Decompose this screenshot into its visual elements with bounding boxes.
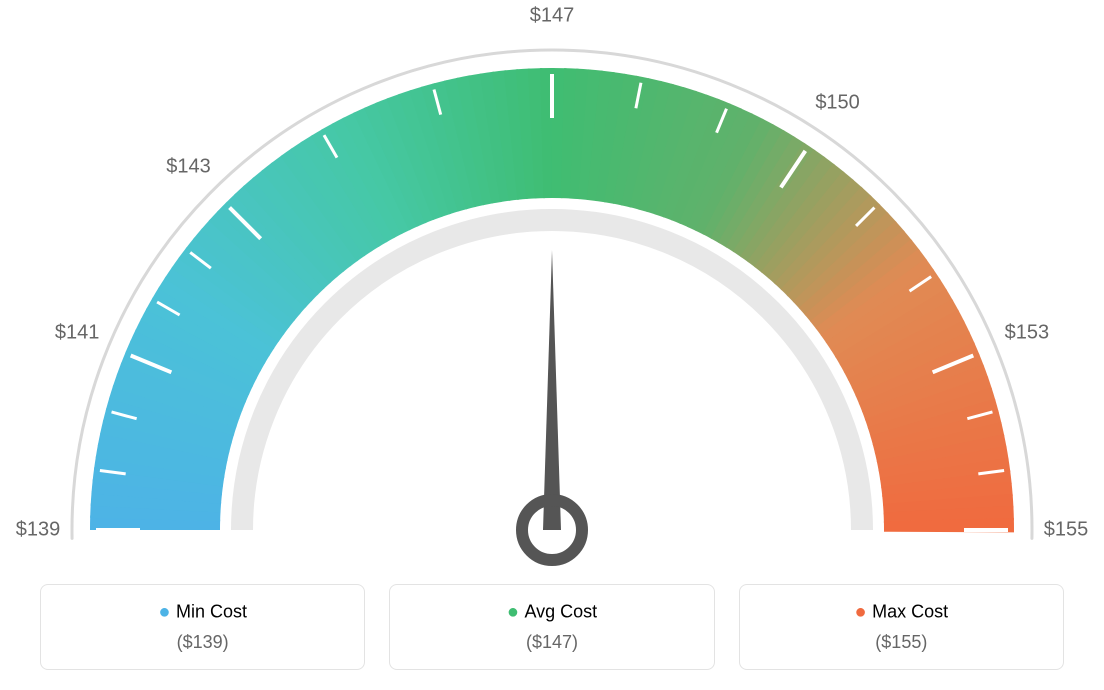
legend-title-text: Avg Cost bbox=[524, 601, 597, 621]
legend-card-min: ● Min Cost ($139) bbox=[40, 584, 365, 670]
gauge-svg bbox=[0, 10, 1104, 570]
legend-title: ● Max Cost bbox=[760, 601, 1043, 624]
gauge-chart: $139$141$143$147$150$153$155 bbox=[0, 10, 1104, 570]
legend-card-max: ● Max Cost ($155) bbox=[739, 584, 1064, 670]
legend-dot-icon: ● bbox=[507, 601, 525, 623]
legend: ● Min Cost ($139) ● Avg Cost ($147) ● Ma… bbox=[40, 584, 1064, 670]
legend-title-text: Max Cost bbox=[872, 601, 948, 621]
gauge-tick-label: $147 bbox=[530, 5, 575, 28]
legend-value: ($139) bbox=[61, 632, 344, 653]
gauge-tick-label: $150 bbox=[815, 91, 860, 114]
legend-title: ● Min Cost bbox=[61, 601, 344, 624]
gauge-tick-label: $139 bbox=[16, 519, 61, 542]
gauge-tick-label: $155 bbox=[1044, 519, 1089, 542]
legend-dot-icon: ● bbox=[158, 601, 176, 623]
legend-dot-icon: ● bbox=[854, 601, 872, 623]
gauge-tick-label: $141 bbox=[55, 322, 100, 345]
legend-title-text: Min Cost bbox=[176, 601, 247, 621]
gauge-tick-label: $143 bbox=[166, 155, 211, 178]
legend-card-avg: ● Avg Cost ($147) bbox=[389, 584, 714, 670]
legend-title: ● Avg Cost bbox=[410, 601, 693, 624]
gauge-tick-label: $153 bbox=[1005, 322, 1050, 345]
legend-value: ($155) bbox=[760, 632, 1043, 653]
legend-value: ($147) bbox=[410, 632, 693, 653]
